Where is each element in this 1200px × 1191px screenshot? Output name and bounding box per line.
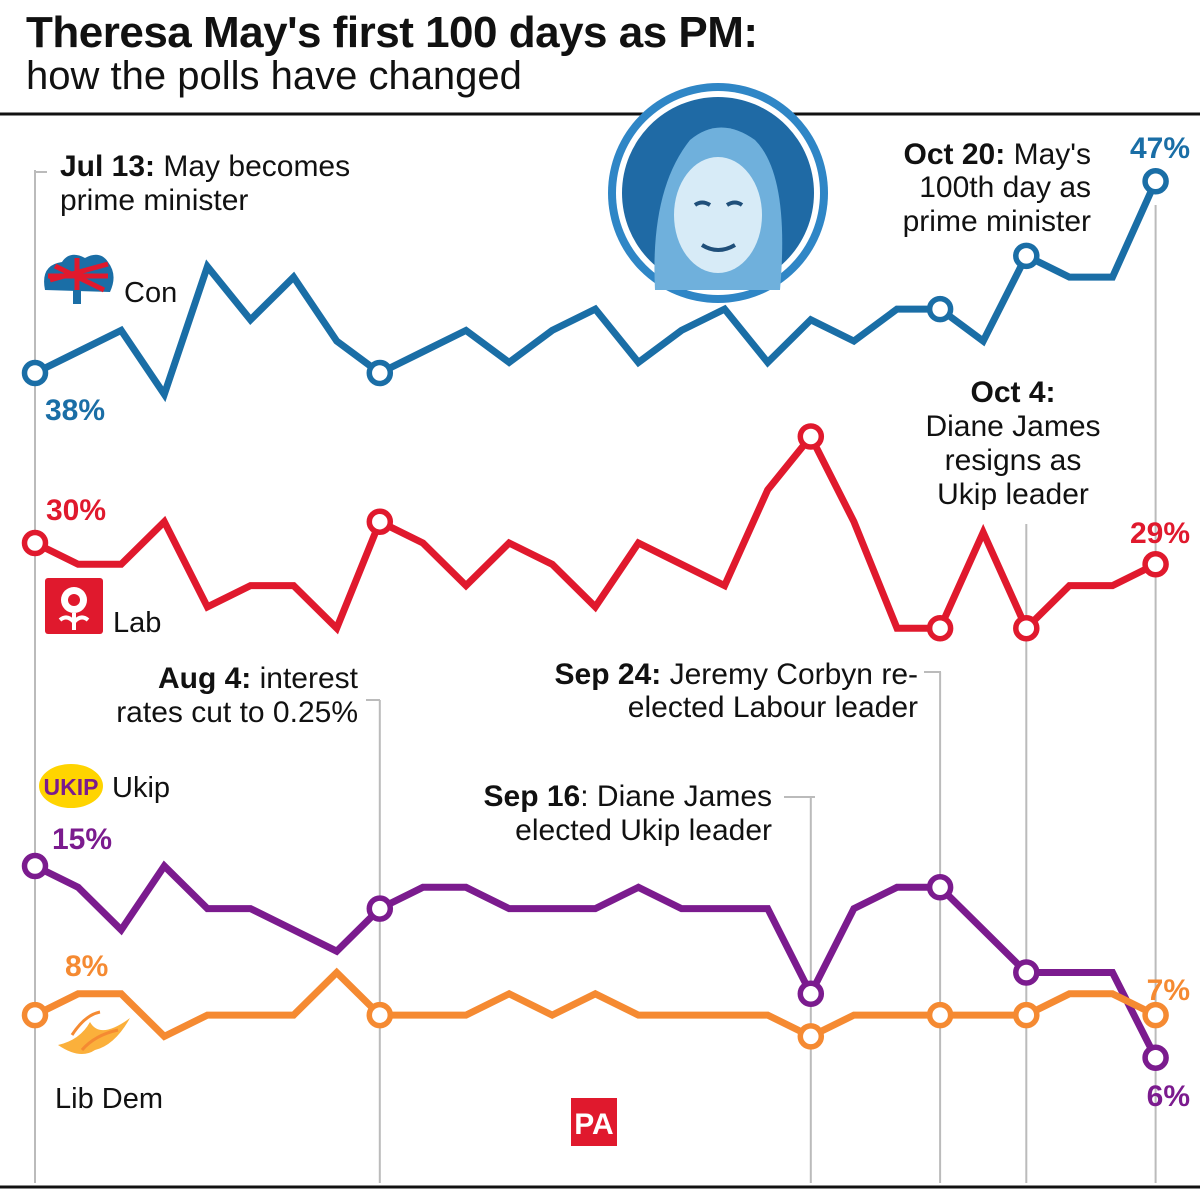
data-point-ukip-21 <box>926 874 954 901</box>
data-point-lab-18 <box>797 423 825 450</box>
label-lab-start: 30% <box>46 494 106 527</box>
legend-label-lab: Lab <box>113 607 161 639</box>
portrait-mouth <box>700 243 737 252</box>
lab-rose-logo <box>45 578 103 634</box>
annotation-0-line-2: prime minister <box>60 184 248 217</box>
con-logo-cross <box>48 258 109 300</box>
data-point-lib-dem-21 <box>926 1001 954 1029</box>
annotation-3-date: Sep 24: <box>555 658 662 691</box>
annotation-2: Sep 16: Diane James <box>484 780 772 813</box>
data-point-con-21 <box>926 295 954 323</box>
portrait-image <box>608 83 828 303</box>
data-point-lab-26 <box>1142 551 1169 578</box>
annotation-3: Sep 24: Jeremy Corbyn re- <box>555 658 918 691</box>
data-point-lib-dem-8 <box>366 1001 394 1029</box>
data-point-lib-dem-18 <box>797 1023 825 1050</box>
data-point-con-0 <box>21 359 49 387</box>
annotation-4-line-3: resigns as <box>945 444 1082 477</box>
data-point-ukip-18 <box>797 980 825 1008</box>
pa-logo-text: PA <box>574 1108 613 1141</box>
data-point-lib-dem-23 <box>1013 1001 1040 1029</box>
pa-credit-logo: PA <box>571 1098 617 1146</box>
label-lab-end: 29% <box>1130 517 1190 550</box>
legend-label-con: Con <box>124 277 177 309</box>
portrait-face <box>674 157 762 273</box>
portrait-eyes <box>693 200 744 207</box>
data-point-lab-21 <box>926 614 954 642</box>
ukip-logo: UKIP <box>39 764 103 808</box>
annotation-0-date: Jul 13: <box>60 150 155 183</box>
chart-subtitle: how the polls have changed <box>26 54 522 98</box>
label-ukip-end: 6% <box>1147 1080 1190 1113</box>
legend-label-ukip: Ukip <box>112 772 170 804</box>
pa-logo-bg <box>571 1098 617 1146</box>
annotation-1-date: Aug 4: <box>158 662 251 695</box>
data-point-con-8 <box>366 359 394 387</box>
annotation-2-date: Sep 16 <box>484 780 581 813</box>
ukip-logo-bg <box>39 764 103 808</box>
libdem-logo-wing <box>58 1018 130 1054</box>
con-logo-trunk <box>73 290 81 304</box>
annotation-1: Aug 4: interest <box>158 662 359 695</box>
data-point-lab-8 <box>366 508 394 535</box>
annotation-4-date: Oct 4: <box>970 376 1055 409</box>
label-libdem-start: 8% <box>65 950 108 983</box>
annotation-5-line-3: prime minister <box>903 205 1091 238</box>
series-line-ukip <box>31 860 1160 1062</box>
series-line-lib-dem <box>31 967 1160 1041</box>
data-point-lib-dem-0 <box>21 1001 49 1029</box>
annotation-1-line-2: rates cut to 0.25% <box>116 696 358 729</box>
chart-title: Theresa May's first 100 days as PM: <box>26 8 758 57</box>
label-con-end: 47% <box>1130 132 1190 165</box>
data-point-lab-0 <box>21 529 49 557</box>
annotation-5: Oct 20: May's <box>904 138 1091 171</box>
legend-label-libdem: Lib Dem <box>55 1083 163 1115</box>
data-point-con-23 <box>1013 242 1040 270</box>
libdem-bird-logo <box>58 1010 130 1054</box>
data-point-lab-23 <box>1013 614 1040 642</box>
annotation-2-line-2: elected Ukip leader <box>515 814 772 847</box>
label-ukip-start: 15% <box>52 823 112 856</box>
lab-logo-rose-center <box>68 594 80 606</box>
annotation-5-line-2: 100th day as <box>919 171 1091 204</box>
libdem-logo-feathers <box>70 1010 119 1052</box>
data-point-lib-dem-26 <box>1142 1001 1169 1029</box>
label-con-start: 38% <box>45 394 105 427</box>
con-tree-logo <box>40 254 114 304</box>
annotation-3-line-2: elected Labour leader <box>628 691 918 724</box>
data-point-con-26 <box>1142 168 1169 195</box>
ukip-logo-text: UKIP <box>44 774 99 800</box>
annotation-4-line-2: Diane James <box>925 410 1100 443</box>
series-line-lab <box>31 430 1160 635</box>
annotation-0: Jul 13: May becomes <box>60 150 350 183</box>
data-point-ukip-26 <box>1142 1044 1169 1071</box>
annotation-4-line-4: Ukip leader <box>937 478 1089 511</box>
annotation-4: Oct 4: <box>970 376 1055 409</box>
data-point-ukip-8 <box>366 895 394 922</box>
annotation-5-date: Oct 20: <box>904 138 1006 171</box>
data-point-ukip-0 <box>21 852 49 880</box>
data-point-ukip-23 <box>1013 959 1040 986</box>
label-libdem-end: 7% <box>1147 974 1190 1007</box>
series-line-con <box>31 177 1160 403</box>
lab-logo-stem <box>58 613 90 630</box>
